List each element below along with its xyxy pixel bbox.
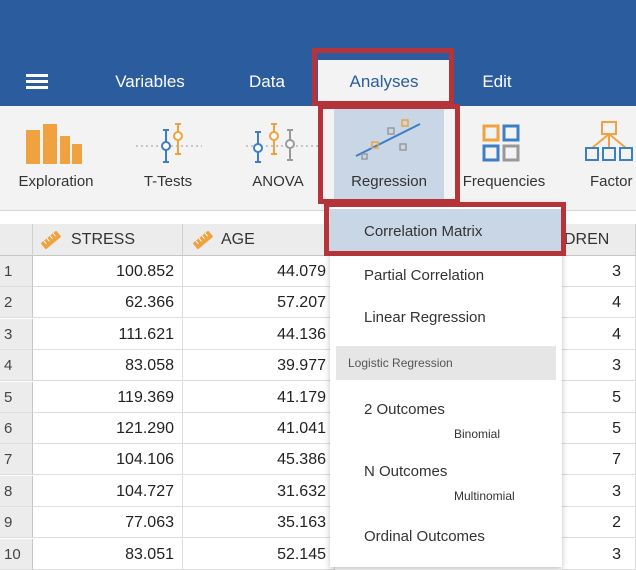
menu-item-n-outcomes-label: N Outcomes: [364, 463, 448, 480]
ribbon-ttests-button[interactable]: T-Tests: [112, 106, 224, 211]
menu-item-n-outcomes[interactable]: N Outcomes Multinomial: [330, 453, 562, 513]
ribbon-regression-button[interactable]: Regression: [334, 106, 444, 211]
ribbon-factor-button[interactable]: Factor: [580, 106, 636, 211]
continuous-variable-icon: [193, 231, 213, 249]
analyses-ribbon: Exploration T-Tests: [0, 106, 636, 211]
cell-age[interactable]: 41.179: [183, 382, 335, 413]
cell-stress[interactable]: 121.290: [33, 413, 183, 444]
cell-children[interactable]: 4: [562, 319, 636, 350]
menu-item-ordinal-outcomes[interactable]: Ordinal Outcomes: [364, 528, 485, 545]
cell-stress[interactable]: 77.063: [33, 507, 183, 538]
cell-children[interactable]: 7: [562, 444, 636, 475]
ribbon-frequencies-button[interactable]: Frequencies: [444, 106, 564, 211]
column-label-age: AGE: [221, 231, 255, 248]
ribbon-exploration-button[interactable]: Exploration: [0, 106, 112, 211]
cell-age[interactable]: 31.632: [183, 476, 335, 507]
cell-children[interactable]: 4: [562, 287, 636, 318]
ribbon-exploration-label: Exploration: [18, 173, 94, 190]
app-header: Variables Data Analyses Edit: [0, 0, 636, 106]
cell-stress[interactable]: 104.106: [33, 444, 183, 475]
tab-edit[interactable]: Edit: [482, 72, 512, 91]
ribbon-regression-label: Regression: [351, 173, 427, 190]
cell-children[interactable]: 5: [562, 413, 636, 444]
cell-children[interactable]: 2: [562, 507, 636, 538]
regression-dropdown-menu: Correlation Matrix Partial Correlation L…: [330, 203, 562, 567]
cell-stress[interactable]: 62.366: [33, 287, 183, 318]
cell-stress[interactable]: 104.727: [33, 476, 183, 507]
ribbon-anova-button[interactable]: ANOVA: [224, 106, 332, 211]
cell-stress[interactable]: 119.369: [33, 382, 183, 413]
cell-children[interactable]: 3: [562, 350, 636, 381]
row-number[interactable]: 3: [0, 319, 33, 350]
menu-item-2-outcomes[interactable]: 2 Outcomes Binomial: [330, 389, 562, 449]
cell-age[interactable]: 45.386: [183, 444, 335, 475]
row-number[interactable]: 10: [0, 539, 33, 570]
column-header-age[interactable]: AGE: [183, 224, 335, 256]
cell-age[interactable]: 39.977: [183, 350, 335, 381]
cell-age[interactable]: 44.079: [183, 256, 335, 287]
continuous-variable-icon: [41, 231, 61, 249]
menu-item-correlation-matrix[interactable]: Correlation Matrix: [330, 209, 562, 255]
tab-analyses[interactable]: Analyses: [318, 60, 450, 106]
menu-item-linear-regression[interactable]: Linear Regression: [364, 309, 486, 326]
cell-stress[interactable]: 111.621: [33, 319, 183, 350]
tab-data[interactable]: Data: [249, 72, 285, 91]
row-number[interactable]: 6: [0, 413, 33, 444]
ribbon-factor-label: Factor: [590, 173, 633, 190]
regression-icon: [355, 119, 421, 160]
bar-chart-icon: [26, 124, 82, 164]
cell-age[interactable]: 44.136: [183, 319, 335, 350]
row-number[interactable]: 7: [0, 444, 33, 475]
factor-icon: [585, 121, 633, 161]
column-header-children[interactable]: DREN: [562, 224, 636, 256]
row-number[interactable]: 8: [0, 476, 33, 507]
cell-stress[interactable]: 83.058: [33, 350, 183, 381]
column-header-stress[interactable]: STRESS: [33, 224, 183, 256]
row-number[interactable]: 1: [0, 256, 33, 287]
anova-icon: [246, 123, 318, 163]
menu-item-2-outcomes-label: 2 Outcomes: [364, 401, 445, 418]
ribbon-ttests-label: T-Tests: [143, 173, 193, 190]
row-number[interactable]: 9: [0, 507, 33, 538]
cell-age[interactable]: 52.145: [183, 539, 335, 570]
row-number[interactable]: 2: [0, 287, 33, 318]
cell-children[interactable]: 3: [562, 256, 636, 287]
cell-age[interactable]: 41.041: [183, 413, 335, 444]
cell-children[interactable]: 3: [562, 539, 636, 570]
frequencies-icon: [482, 124, 520, 162]
menu-item-2-outcomes-sub: Binomial: [454, 427, 501, 441]
cell-children[interactable]: 5: [562, 382, 636, 413]
row-number[interactable]: 4: [0, 350, 33, 381]
column-label-children: DREN: [564, 231, 610, 248]
ribbon-frequencies-label: Frequencies: [462, 173, 546, 190]
cell-children[interactable]: 3: [562, 476, 636, 507]
ttest-icon: [136, 123, 202, 163]
menu-item-partial-correlation[interactable]: Partial Correlation: [364, 267, 485, 284]
menu-group-logistic-regression: Logistic Regression: [336, 346, 556, 380]
row-number[interactable]: 5: [0, 382, 33, 413]
tab-variables[interactable]: Variables: [115, 72, 185, 91]
cell-age[interactable]: 57.207: [183, 287, 335, 318]
corner-header[interactable]: [0, 224, 33, 256]
column-label-stress: STRESS: [71, 231, 136, 248]
hamburger-menu-icon[interactable]: [26, 72, 48, 90]
menu-item-n-outcomes-sub: Multinomial: [454, 489, 515, 503]
cell-age[interactable]: 35.163: [183, 507, 335, 538]
cell-stress[interactable]: 100.852: [33, 256, 183, 287]
ribbon-anova-label: ANOVA: [252, 173, 304, 190]
cell-stress[interactable]: 83.051: [33, 539, 183, 570]
